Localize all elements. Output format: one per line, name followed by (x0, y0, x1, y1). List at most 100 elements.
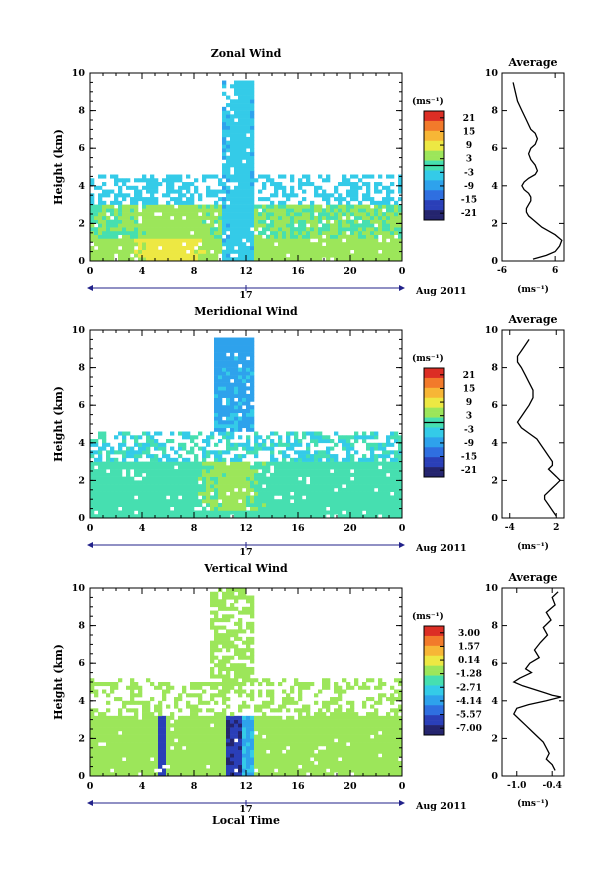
heatmap-cell (238, 764, 243, 769)
heatmap-cell (226, 424, 231, 429)
heatmap-cell (214, 506, 219, 511)
heatmap-cell (222, 405, 227, 410)
heatmap-cell (338, 465, 343, 470)
heatmap-cell (138, 749, 143, 754)
heatmap-cell (306, 469, 311, 474)
x-tick-label: 0 (399, 523, 406, 534)
heatmap-cell (222, 595, 227, 600)
heatmap-cell (222, 742, 227, 747)
heatmap-cell (142, 495, 147, 500)
heatmap-cell (182, 442, 187, 447)
y-tick-label: 0 (78, 513, 85, 524)
heatmap-cell (114, 719, 119, 724)
heatmap-cell (94, 514, 99, 519)
heatmap-cell (114, 745, 119, 750)
heatmap-cell (182, 506, 187, 511)
heatmap-cell (94, 727, 99, 732)
heatmap-cell (398, 178, 403, 183)
heatmap-cell (282, 704, 287, 709)
heatmap-cell (330, 204, 335, 209)
heatmap-cell (338, 514, 343, 519)
heatmap-cell (94, 506, 99, 511)
heatmap-cell (122, 510, 127, 515)
heatmap-cell (234, 174, 239, 179)
heatmap-cell (238, 491, 243, 496)
heatmap-cell (302, 189, 307, 194)
heatmap-cell (250, 163, 255, 168)
heatmap-cell (374, 495, 379, 500)
heatmap-cell (390, 204, 395, 209)
heatmap-cell (150, 502, 155, 508)
heatmap-cell (150, 495, 155, 500)
heatmap-cell (326, 245, 331, 251)
heatmap-cell (90, 204, 95, 209)
heatmap-cell (270, 715, 275, 720)
heatmap-cell (234, 454, 239, 459)
heatmap-cell (270, 242, 275, 247)
heatmap-cell (278, 469, 283, 474)
heatmap-cell (302, 182, 307, 187)
heatmap-cell (142, 723, 147, 728)
heatmap-cell (394, 257, 399, 262)
heatmap-cell (150, 768, 155, 773)
heatmap-cell (370, 499, 375, 504)
heatmap-cell (282, 753, 287, 758)
heatmap-cell (202, 745, 207, 750)
heatmap-cell (94, 760, 99, 766)
heatmap-cell (262, 219, 267, 224)
heatmap-cell (394, 495, 399, 500)
heatmap-cell (114, 472, 119, 477)
heatmap-cell (334, 204, 339, 209)
heatmap-cell (126, 708, 131, 713)
heatmap-cell (314, 439, 319, 444)
heatmap-cell (226, 629, 231, 634)
heatmap-cell (150, 514, 155, 519)
heatmap-cell (214, 480, 219, 485)
heatmap-cell (258, 510, 263, 515)
heatmap-cell (310, 257, 315, 262)
heatmap-cell (114, 697, 119, 702)
heatmap-cell (202, 215, 207, 220)
heatmap-cell (190, 742, 195, 747)
heatmap-cell (262, 446, 267, 451)
heatmap-cell (110, 238, 115, 243)
heatmap-cell (182, 510, 187, 515)
heatmap-cell (370, 506, 375, 511)
heatmap-cell (238, 345, 243, 350)
heatmap-cell (190, 242, 195, 247)
heatmap-cell (366, 253, 371, 258)
heatmap-cell (270, 238, 275, 243)
heatmap-cell (246, 99, 251, 104)
heatmap-cell (158, 491, 163, 496)
heatmap-cell (114, 215, 119, 220)
heatmap-cell (206, 249, 211, 254)
heatmap-cell (310, 682, 315, 687)
heatmap-cell (98, 472, 103, 477)
heatmap-cell (306, 510, 311, 515)
heatmap-cell (274, 491, 279, 496)
heatmap-cell (250, 230, 255, 235)
heatmap-cell (394, 439, 399, 444)
heatmap-cell (218, 719, 223, 724)
heatmap-cell (194, 768, 199, 773)
heatmap-cell (150, 749, 155, 754)
heatmap-cell (394, 219, 399, 224)
heatmap-cell (142, 700, 147, 705)
heatmap-cell (290, 446, 295, 451)
heatmap-cell (194, 734, 199, 739)
heatmap-cell (182, 435, 187, 440)
heatmap-cell (342, 174, 347, 179)
heatmap-cell (90, 219, 95, 224)
heatmap-cell (334, 234, 339, 239)
heatmap-cell (150, 219, 155, 224)
heatmap-cell (302, 682, 307, 687)
heatmap-cell (146, 238, 151, 243)
heatmap-cell (198, 234, 203, 239)
heatmap-cell (146, 708, 151, 713)
heatmap-cell (210, 768, 215, 773)
heatmap-cell (250, 178, 255, 183)
heatmap-cell (270, 495, 275, 500)
heatmap-cell (238, 257, 243, 262)
heatmap-cell (298, 715, 303, 720)
heatmap-cell (214, 189, 219, 194)
